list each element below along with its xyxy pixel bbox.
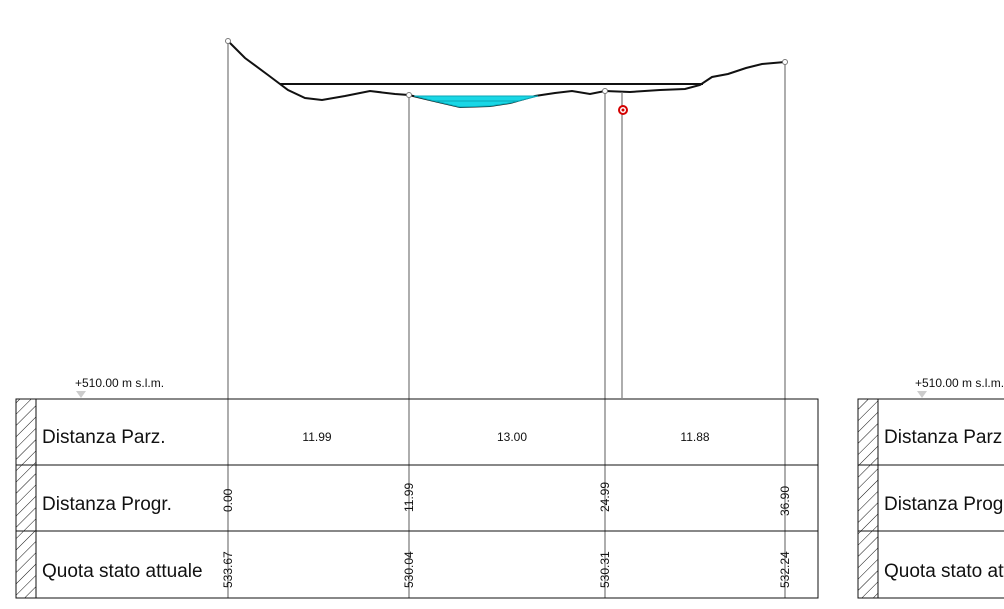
datum-triangle-icon bbox=[76, 391, 86, 398]
row-label-distanza-progr: Distanza Progr. bbox=[42, 494, 172, 515]
datum-label: +510.00 m s.l.m. bbox=[75, 376, 164, 390]
hatch-column-right bbox=[857, 398, 879, 599]
section-point bbox=[225, 38, 231, 44]
datum-triangle-icon-right bbox=[917, 391, 927, 398]
section-point bbox=[602, 88, 608, 94]
partial-distance-3: 11.88 bbox=[680, 430, 709, 444]
quota-1: 533.67 bbox=[221, 551, 235, 588]
progressive-distance-1: 0.00 bbox=[221, 488, 235, 512]
progressive-distance-4: 36.90 bbox=[778, 486, 792, 516]
row-label-distanza-parz: Distanza Parz. bbox=[42, 427, 166, 448]
progressive-distance-2: 11.99 bbox=[402, 483, 416, 512]
quota-3: 530.31 bbox=[598, 551, 612, 588]
row-label-distanza-progr-right: Distanza Progr. bbox=[884, 494, 1004, 515]
section-point bbox=[406, 92, 412, 98]
row-label-distanza-parz-right: Distanza Parz. bbox=[884, 427, 1004, 448]
red-marker-dot bbox=[621, 108, 625, 112]
data-table: Distanza Parz. Distanza Progr. Quota sta… bbox=[15, 398, 819, 599]
datum-label-right: +510.00 m s.l.m. bbox=[915, 376, 1004, 390]
data-table-right: Distanza Parz. Distanza Progr. Quota sta… bbox=[857, 398, 1004, 599]
hatch-column bbox=[15, 398, 37, 599]
row-label-quota: Quota stato attuale bbox=[42, 561, 203, 582]
partial-distance-2: 13.00 bbox=[497, 430, 527, 444]
quota-4: 532.24 bbox=[778, 551, 792, 588]
progressive-distance-3: 24.99 bbox=[598, 482, 612, 512]
row-label-quota-right: Quota stato attuale bbox=[884, 561, 1004, 582]
section-point bbox=[782, 59, 788, 65]
partial-distance-1: 11.99 bbox=[302, 430, 331, 444]
quota-2: 530.04 bbox=[402, 551, 416, 588]
